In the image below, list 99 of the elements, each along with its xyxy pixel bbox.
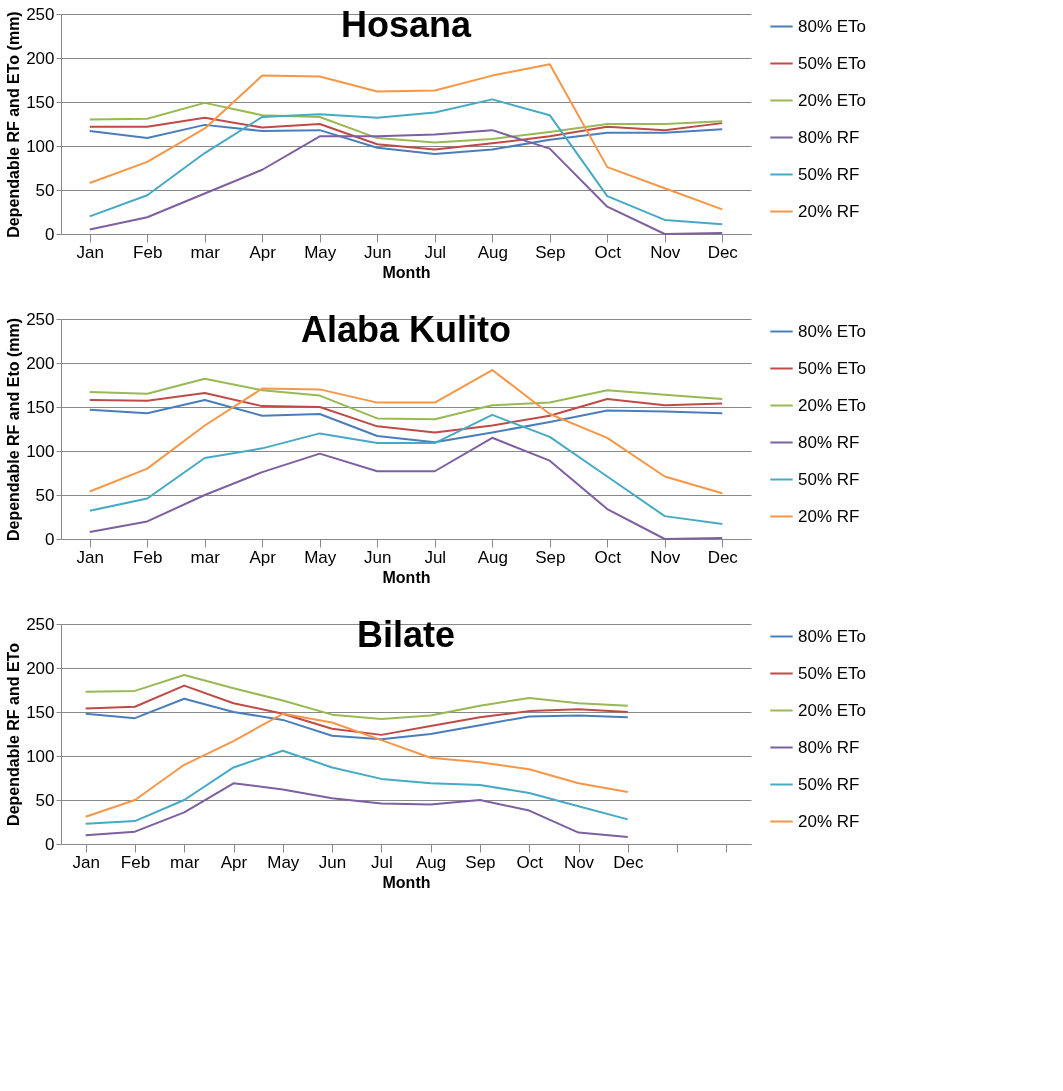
x-tick-label: Oct	[594, 547, 622, 567]
y-tick-label: 200	[26, 48, 55, 68]
legend-label: 20% ETo	[798, 700, 867, 720]
x-tick-label: May	[304, 242, 337, 262]
y-tick-label: 50	[35, 485, 55, 505]
line-series	[84, 782, 629, 838]
legend-label: 50% RF	[798, 469, 860, 489]
line-series	[84, 684, 629, 736]
y-tick-label: 250	[26, 614, 55, 634]
x-tick-label: Nov	[650, 242, 681, 262]
legend-label: 20% ETo	[798, 395, 867, 415]
x-axis-title: Month	[382, 568, 431, 586]
y-tick-label: 0	[45, 224, 55, 244]
legend-label: 80% RF	[798, 737, 860, 757]
x-tick-label: Oct	[594, 242, 622, 262]
line-series	[88, 377, 724, 421]
legend-label: 50% RF	[798, 164, 860, 184]
y-axis-title: Dependable RF and ETo (mm)	[5, 11, 23, 238]
x-tick-label: mar	[170, 852, 200, 872]
legend-label: 80% RF	[798, 432, 860, 452]
line-series	[88, 369, 724, 495]
y-tick-label: 150	[26, 702, 55, 722]
y-axis-title: Dependable RF and ETo	[5, 642, 23, 826]
x-tick-label: Sep	[535, 547, 566, 567]
x-tick-label: Apr	[249, 547, 277, 567]
line-series	[88, 98, 724, 226]
x-tick-label: Dec	[613, 852, 644, 872]
x-tick-label: mar	[190, 547, 221, 567]
x-tick-label: Feb	[120, 852, 151, 872]
x-tick-label: Aug	[477, 242, 508, 262]
y-tick-label: 100	[26, 441, 55, 461]
legend-label: 80% ETo	[798, 321, 867, 341]
x-tick-label: Jun	[318, 852, 347, 872]
legend-label: 80% ETo	[798, 16, 867, 36]
x-tick-label: Oct	[516, 852, 544, 872]
y-tick-label: 250	[26, 309, 55, 329]
y-tick-label: 200	[26, 353, 55, 373]
x-tick-label: Jul	[370, 852, 393, 872]
line-series	[88, 436, 724, 540]
line-series	[88, 63, 724, 211]
legend-label: 80% ETo	[798, 626, 867, 646]
line-series	[84, 674, 629, 721]
x-tick-label: Jun	[364, 242, 392, 262]
x-tick-label: Feb	[133, 242, 163, 262]
x-tick-label: Apr	[220, 852, 248, 872]
x-tick-label: Sep	[535, 242, 566, 262]
line-series	[88, 129, 724, 235]
x-axis-title: Month	[382, 263, 431, 281]
legend-label: 50% ETo	[798, 53, 867, 73]
line-series	[84, 749, 629, 825]
legend-label: 20% RF	[798, 506, 860, 526]
y-tick-label: 150	[26, 92, 55, 112]
x-tick-label: Nov	[563, 852, 595, 872]
x-tick-label: Jun	[364, 547, 392, 567]
y-tick-label: 50	[35, 790, 55, 810]
x-tick-label: Jan	[76, 547, 104, 567]
y-tick-label: 100	[26, 746, 55, 766]
x-tick-label: Jan	[76, 242, 104, 262]
y-tick-label: 0	[45, 529, 55, 549]
legend-label: 20% RF	[798, 811, 860, 831]
y-axis-title: Dependable RF and Eto (mm)	[5, 317, 23, 542]
legend-label: 50% ETo	[798, 358, 867, 378]
x-tick-label: May	[267, 852, 300, 872]
y-tick-label: 150	[26, 397, 55, 417]
x-tick-label: Dec	[707, 242, 739, 262]
chart-title: Hosana	[340, 4, 472, 45]
line-series	[88, 101, 724, 144]
legend-label: 20% RF	[798, 201, 860, 221]
x-tick-label: Nov	[650, 547, 681, 567]
line-series	[84, 712, 629, 818]
legend-label: 50% RF	[798, 774, 860, 794]
x-tick-label: Apr	[249, 242, 277, 262]
x-tick-label: Jul	[424, 547, 447, 567]
x-tick-label: Jan	[72, 852, 100, 872]
x-axis-title: Month	[382, 873, 431, 891]
x-tick-label: Dec	[707, 547, 739, 567]
line-series	[88, 398, 724, 444]
legend-label: 50% ETo	[798, 663, 867, 683]
x-tick-label: May	[304, 547, 337, 567]
y-tick-label: 200	[26, 658, 55, 678]
x-tick-label: mar	[190, 242, 221, 262]
x-tick-label: Sep	[465, 852, 496, 872]
line-series	[88, 123, 724, 155]
chart-title: Bilate	[356, 614, 456, 655]
y-tick-label: 250	[26, 4, 55, 24]
legend-label: 20% ETo	[798, 90, 867, 110]
y-tick-label: 0	[45, 834, 55, 854]
y-tick-label: 100	[26, 136, 55, 156]
x-tick-label: Aug	[416, 852, 447, 872]
line-series	[88, 391, 724, 434]
y-tick-label: 50	[35, 180, 55, 200]
line-series	[84, 697, 629, 741]
line-series	[88, 116, 724, 151]
x-tick-label: Jul	[424, 242, 447, 262]
chart-title: Alaba Kulito	[300, 309, 512, 350]
line-series	[88, 413, 724, 526]
legend-label: 80% RF	[798, 127, 860, 147]
x-tick-label: Feb	[133, 547, 163, 567]
x-tick-label: Aug	[477, 547, 508, 567]
